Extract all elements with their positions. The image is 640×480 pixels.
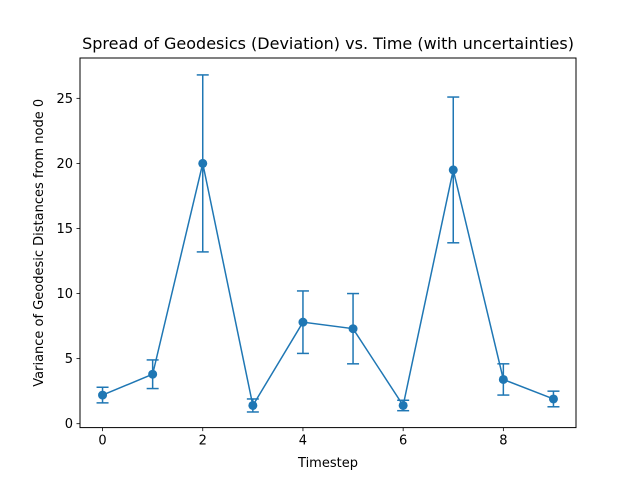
x-axis-label: Timestep — [297, 456, 358, 471]
y-tick-label: 5 — [65, 352, 73, 367]
y-tick-label: 25 — [56, 92, 73, 107]
data-point — [548, 394, 558, 404]
data-point — [448, 165, 458, 175]
x-tick-label: 0 — [98, 434, 106, 449]
data-point — [298, 317, 308, 327]
data-point — [498, 374, 508, 384]
axes-frame — [79, 57, 577, 429]
x-tick-label: 8 — [499, 434, 507, 449]
plot-area — [96, 74, 560, 413]
y-axis-label: Variance of Geodesic Distances from node… — [32, 99, 47, 387]
y-tick-label: 0 — [65, 417, 73, 432]
data-point — [98, 390, 108, 400]
data-point — [348, 324, 358, 334]
chart-title: Spread of Geodesics (Deviation) vs. Time… — [82, 34, 574, 53]
data-point — [148, 369, 158, 379]
y-tick-label: 20 — [56, 157, 73, 172]
y-tick-label: 15 — [56, 222, 73, 237]
data-point — [198, 158, 208, 168]
series-line — [102, 163, 554, 408]
x-tick-label: 6 — [399, 434, 407, 449]
axes: 0 2 4 6 8 0 5 10 15 20 25 — [56, 92, 507, 449]
data-point — [398, 400, 408, 410]
x-tick-label: 4 — [299, 434, 307, 449]
x-tick-label: 2 — [199, 434, 207, 449]
data-point — [248, 400, 258, 410]
y-tick-label: 10 — [56, 287, 73, 302]
